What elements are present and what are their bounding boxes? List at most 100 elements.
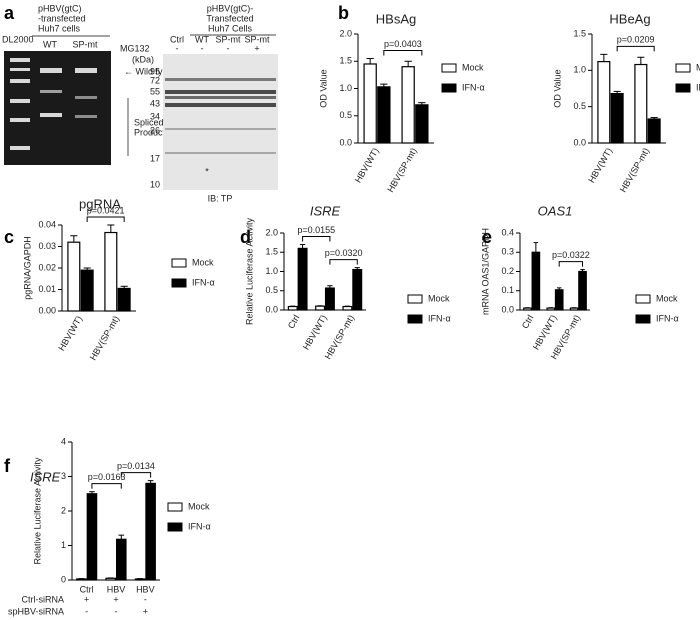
bracket (383, 50, 423, 56)
annotation: p=0.0403 (384, 39, 422, 49)
bar (597, 61, 611, 144)
marker-label: 95 (150, 66, 160, 76)
lane-label: WT (195, 34, 209, 44)
y-tick-label: 0.0 (573, 137, 586, 147)
bar (610, 92, 624, 144)
legend-label: IFN-α (462, 82, 485, 92)
y-tick-label: 0.5 (339, 110, 352, 120)
panel-letter: f (4, 456, 11, 476)
marker-label: 17 (150, 153, 160, 163)
y-tick-label: 1.5 (573, 28, 586, 38)
bar (546, 307, 556, 311)
y-tick-label: 0.1 (501, 285, 514, 295)
bracket (616, 45, 655, 52)
y-tick-label: 0.01 (38, 284, 56, 294)
y-tick-label: 0.2 (501, 266, 514, 276)
bar (117, 287, 131, 312)
legend-swatch (635, 314, 651, 324)
bar (352, 268, 363, 311)
row-mark: - (115, 606, 118, 616)
panel-letter: b (338, 3, 349, 23)
treatment-mark: - (201, 43, 204, 53)
legend-swatch (167, 522, 183, 532)
bar (363, 63, 377, 144)
annotation: p=0.0320 (325, 248, 363, 258)
y-tick-label: 1.0 (265, 266, 278, 276)
unit-label: (kDa) (132, 54, 154, 64)
y-tick-label: 0.4 (501, 227, 514, 237)
bar (569, 307, 579, 311)
legend-label: Mock (428, 293, 450, 303)
gel-header: Huh7 cells (38, 23, 81, 33)
x-tick-label: HBV(WT) (353, 146, 381, 184)
x-tick-label: HBV(WT) (586, 146, 614, 184)
bar (67, 241, 81, 312)
legend-label: IFN-α (188, 521, 211, 531)
y-tick-label: 0.0 (339, 137, 352, 147)
legend-label: Mock (192, 257, 214, 267)
y-tick-label: 0.04 (38, 219, 56, 229)
legend-label: Mock (656, 293, 678, 303)
row-mark: + (143, 606, 148, 616)
bar (578, 270, 587, 311)
legend-swatch (171, 278, 187, 288)
bar (145, 482, 156, 581)
y-axis-label: Relative Luciferase Activity (244, 217, 254, 325)
bar (554, 289, 564, 311)
legend-label: Mock (462, 62, 484, 72)
annotation: p=0.0322 (552, 250, 590, 260)
lane-label: WT (43, 39, 57, 49)
bar (324, 287, 335, 311)
legend-swatch (407, 314, 423, 324)
bar (105, 577, 117, 581)
annotation: p=0.0209 (617, 35, 655, 45)
x-tick-label: HBV (107, 584, 126, 594)
bar (104, 231, 118, 312)
x-tick-label: HBV(SP-mt) (323, 313, 356, 361)
chart-title: ISRE (30, 469, 61, 484)
row-mark: - (144, 594, 147, 604)
y-tick-label: 2 (61, 505, 66, 515)
legend-label: IFN-α (192, 277, 215, 287)
bar (634, 63, 648, 144)
lane-label: SP-mt (215, 34, 241, 44)
lane-label: SP-mt (72, 39, 98, 49)
y-axis-label: OD Value (318, 69, 328, 107)
bar (297, 247, 308, 311)
bar (115, 538, 127, 581)
marker-label: 43 (150, 98, 160, 108)
chart-title: ISRE (310, 203, 341, 218)
treatment-label: MG132 (120, 43, 150, 53)
legend-swatch (407, 294, 423, 304)
legend-swatch (441, 83, 457, 93)
x-tick-label: Ctrl (520, 313, 536, 330)
panel-letter: a (4, 3, 15, 23)
y-tick-label: 1.0 (573, 65, 586, 75)
legend-label: IFN-α (696, 82, 700, 92)
marker-label: 34 (150, 111, 160, 121)
y-tick-label: 0.3 (501, 247, 514, 257)
y-tick-label: 0.5 (265, 285, 278, 295)
y-axis-label: pgRNA/GAPDH (22, 236, 32, 300)
y-tick-label: 0.00 (38, 305, 56, 315)
marker-label: 10 (150, 179, 160, 189)
y-tick-label: 1.5 (265, 247, 278, 257)
chart-title: HBsAg (376, 11, 416, 26)
blot-header: Huh7 Cells (208, 23, 253, 33)
y-tick-label: 0.5 (573, 101, 586, 111)
treatment-mark: - (227, 43, 230, 53)
bracket (86, 216, 125, 222)
annotation: p=0.0155 (297, 225, 335, 235)
legend-swatch (675, 63, 691, 73)
bar (342, 305, 353, 311)
y-tick-label: 3 (61, 471, 66, 481)
gel-bands (10, 58, 97, 150)
gel-header: -transfected (38, 13, 86, 23)
bracket-label: Spliced (134, 117, 164, 127)
marker-label: 26 (150, 125, 160, 135)
legend-swatch (675, 83, 691, 93)
y-tick-label: 1.0 (339, 83, 352, 93)
y-tick-label: 2.0 (265, 227, 278, 237)
gel-header: pHBV(gtC) (38, 3, 82, 13)
